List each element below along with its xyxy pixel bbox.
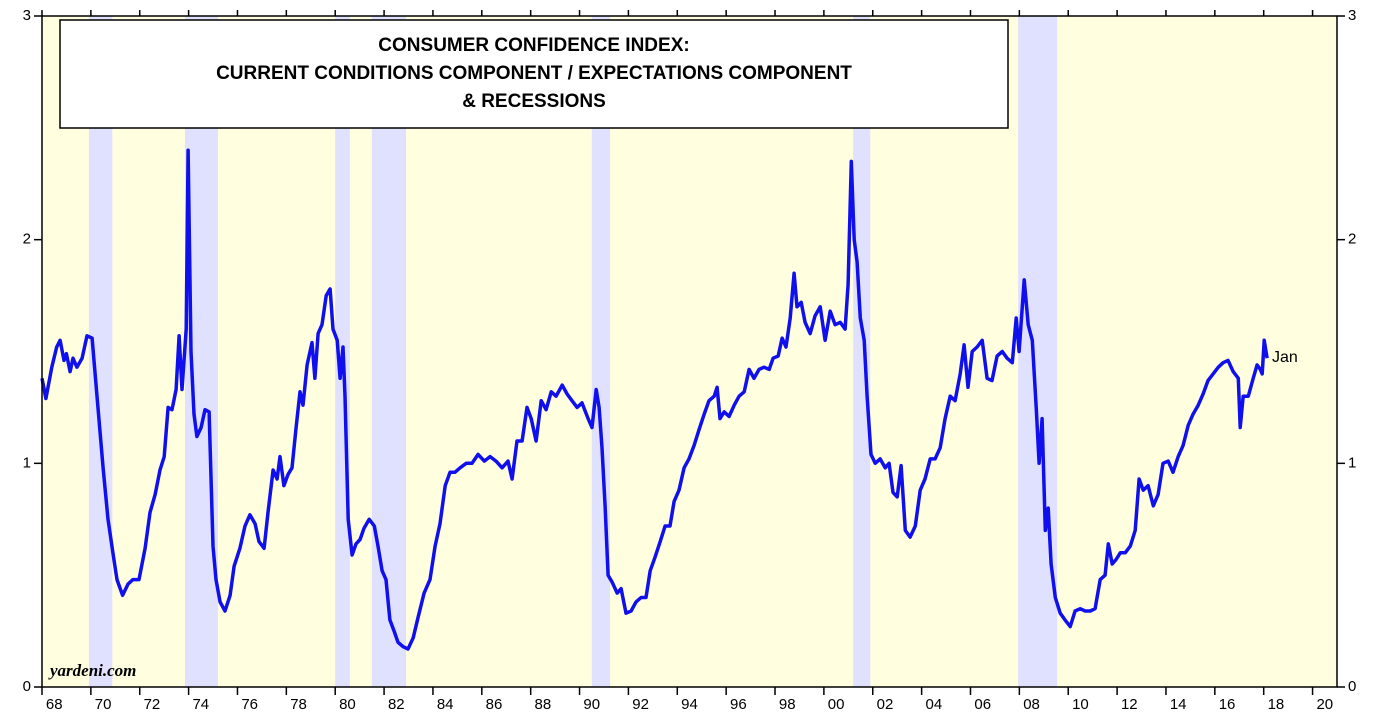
- annotation: Jan: [1272, 349, 1298, 366]
- x-tick-label: 00: [828, 696, 845, 713]
- x-tick-label: 80: [339, 696, 356, 713]
- recession-band: [1018, 16, 1058, 687]
- chart-title: & RECESSIONS: [462, 91, 606, 112]
- chart-title: CONSUMER CONFIDENCE INDEX:: [378, 35, 689, 56]
- x-tick-label: 72: [144, 696, 161, 713]
- x-tick-label: 74: [192, 696, 209, 713]
- title-box: [59, 19, 1009, 129]
- chart-title: CURRENT CONDITIONS COMPONENT / EXPECTATI…: [216, 63, 852, 84]
- y-tick-label: 1: [23, 454, 31, 471]
- y-tick-label: 3: [23, 7, 31, 24]
- x-tick-label: 10: [1072, 696, 1089, 713]
- y-tick-label: 0: [23, 678, 31, 695]
- x-tick-label: 18: [1268, 696, 1285, 713]
- y2-tick-label: 1: [1348, 454, 1356, 471]
- x-tick-label: 92: [632, 696, 649, 713]
- x-tick-label: 06: [974, 696, 991, 713]
- x-tick-label: 88: [535, 696, 552, 713]
- plot-layer: 0 01 12 23 368 70 72 74 76 78 80 82 84 86 88 90 92 94 96 98…: [23, 7, 1357, 713]
- x-tick-label: 70: [95, 696, 112, 713]
- plot-frame: [41, 15, 1338, 688]
- x-tick-label: 68: [46, 696, 63, 713]
- x-tick-label: 96: [730, 696, 747, 713]
- x-tick-label: 08: [1023, 696, 1040, 713]
- x-tick-label: 04: [925, 696, 942, 713]
- y-tick-label: 2: [23, 231, 31, 248]
- x-tick-label: 76: [241, 696, 258, 713]
- x-tick-label: 20: [1316, 696, 1333, 713]
- y2-tick-label: 3: [1348, 7, 1356, 24]
- x-tick-label: 90: [583, 696, 600, 713]
- x-tick-label: 84: [437, 696, 454, 713]
- x-tick-label: 78: [290, 696, 307, 713]
- x-tick-label: 86: [486, 696, 503, 713]
- x-tick-label: 94: [681, 696, 698, 713]
- x-tick-label: 12: [1121, 696, 1138, 713]
- source-label: yardeni.com: [48, 661, 136, 680]
- recession-band: [853, 16, 871, 687]
- x-tick-label: 02: [877, 696, 894, 713]
- x-tick-label: 14: [1170, 696, 1187, 713]
- x-tick-label: 16: [1219, 696, 1236, 713]
- y2-tick-label: 0: [1348, 678, 1356, 695]
- data-line: [40, 148, 1269, 651]
- x-tick-label: 98: [779, 696, 796, 713]
- y2-tick-label: 2: [1348, 231, 1356, 248]
- x-tick-label: 82: [388, 696, 405, 713]
